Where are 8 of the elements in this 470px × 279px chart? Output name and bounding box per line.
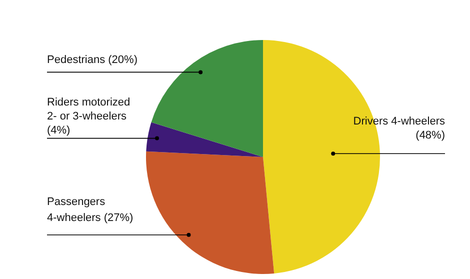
pie-slice (151, 40, 263, 157)
slice-label: Pedestrians (20%) (47, 54, 138, 66)
slice-label: Riders motorized 2- or 3-wheelers (47, 96, 130, 122)
pie-slice (146, 151, 274, 274)
slice-label: Passengers 4-wheelers (27%) (47, 196, 134, 224)
pie-slice (146, 122, 263, 157)
data-label: (4%) (47, 124, 70, 136)
data-label: (48%) (416, 130, 445, 142)
